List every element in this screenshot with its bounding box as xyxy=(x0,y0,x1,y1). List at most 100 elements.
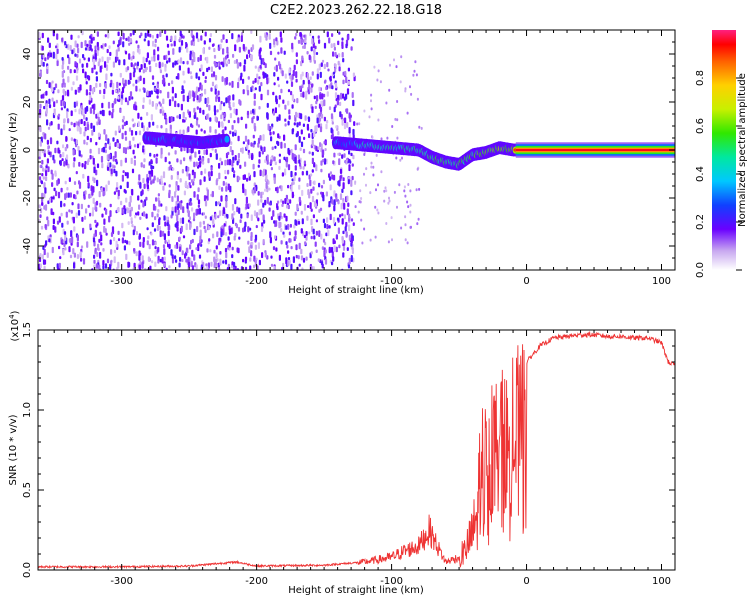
heatmap-cell xyxy=(213,60,216,65)
heatmap-cell xyxy=(196,95,199,101)
heatmap-cell xyxy=(295,32,298,37)
heatmap-cell xyxy=(60,128,63,136)
heatmap-cell xyxy=(347,67,350,72)
heatmap-cell xyxy=(120,200,123,206)
heatmap-cell xyxy=(50,169,53,175)
heatmap-cell xyxy=(375,153,378,157)
heatmap-cell xyxy=(142,201,145,208)
heatmap-cell xyxy=(87,75,91,81)
heatmap-cell xyxy=(302,79,305,85)
heatmap-cell xyxy=(113,191,116,195)
heatmap-cell xyxy=(156,124,159,129)
heatmap-cell xyxy=(301,84,304,89)
heatmap-cell xyxy=(323,223,327,229)
heatmap-cell xyxy=(244,266,248,270)
heatmap-cell xyxy=(288,149,291,156)
heatmap-cell xyxy=(242,78,245,84)
heatmap-cell xyxy=(160,153,163,159)
heatmap-cell xyxy=(123,205,126,210)
heatmap-cell xyxy=(119,108,122,113)
heatmap-cell xyxy=(174,255,177,260)
heatmap-cell xyxy=(38,114,42,119)
heatmap-cell xyxy=(140,162,143,168)
heatmap-cell xyxy=(200,170,203,176)
heatmap-cell xyxy=(144,32,147,39)
heatmap-cell xyxy=(86,124,90,131)
heatmap-cell xyxy=(105,134,108,141)
heatmap-cell xyxy=(224,259,228,265)
heatmap-cell xyxy=(63,161,66,167)
heatmap-cell xyxy=(49,137,53,145)
heatmap-cell xyxy=(157,246,160,253)
heatmap-cell xyxy=(323,99,326,107)
heatmap-cell xyxy=(40,180,43,185)
heatmap-cell xyxy=(53,159,56,164)
heatmap-cell xyxy=(246,110,250,116)
heatmap-cell xyxy=(257,217,260,222)
heatmap-cell xyxy=(86,105,89,112)
heatmap-cell xyxy=(68,177,71,182)
heatmap-cell xyxy=(42,93,45,99)
heatmap-cell xyxy=(210,87,213,92)
heatmap-cell xyxy=(174,191,177,198)
heatmap-cell xyxy=(343,123,347,130)
heatmap-cell xyxy=(387,240,390,244)
heatmap-cell xyxy=(71,236,74,244)
heatmap-cell xyxy=(283,50,286,55)
heatmap-cell xyxy=(293,174,296,182)
heatmap-cell xyxy=(322,218,325,224)
heatmap-cell xyxy=(107,138,110,145)
heatmap-cell xyxy=(67,165,70,169)
heatmap-cell xyxy=(205,263,208,267)
heatmap-cell xyxy=(306,51,309,55)
heatmap-cell xyxy=(233,235,236,241)
heatmap-cell xyxy=(350,190,353,196)
heatmap-cell xyxy=(217,215,220,219)
heatmap-cell xyxy=(310,46,313,52)
heatmap-cell xyxy=(152,269,155,270)
heatmap-cell xyxy=(208,104,211,111)
heatmap-cell xyxy=(76,234,79,242)
heatmap-cell xyxy=(320,100,323,105)
heatmap-cell xyxy=(115,159,118,163)
heatmap-cell xyxy=(252,134,255,139)
heatmap-cell xyxy=(80,105,83,110)
heatmap-cell xyxy=(142,164,146,169)
heatmap-cell xyxy=(103,190,106,196)
heatmap-cell xyxy=(189,198,192,202)
heatmap-cell xyxy=(323,80,327,84)
heatmap-cell xyxy=(99,65,102,73)
heatmap-cell xyxy=(250,235,253,242)
heatmap-cell xyxy=(346,195,349,202)
heatmap-cell xyxy=(324,249,327,254)
heatmap-cell xyxy=(351,163,354,167)
heatmap-cell xyxy=(94,45,97,50)
heatmap-cell xyxy=(51,173,54,180)
heatmap-cell xyxy=(260,226,264,233)
heatmap-cell xyxy=(162,185,165,191)
heatmap-cell xyxy=(282,262,285,268)
heatmap-cell xyxy=(193,107,196,113)
heatmap-cell xyxy=(332,256,335,262)
heatmap-cell xyxy=(164,221,167,227)
heatmap-cell xyxy=(390,216,393,220)
heatmap-cell xyxy=(240,266,244,270)
heatmap-cell xyxy=(151,75,155,80)
heatmap-cell xyxy=(146,127,149,131)
heatmap-cell xyxy=(197,204,200,208)
heatmap-cell xyxy=(96,50,99,56)
heatmap-cell xyxy=(280,47,283,54)
heatmap-cell xyxy=(97,132,101,137)
heatmap-cell xyxy=(302,45,305,49)
heatmap-cell xyxy=(302,91,305,98)
heatmap-cell xyxy=(247,240,250,245)
heatmap-cell xyxy=(56,263,59,269)
heatmap-cell xyxy=(180,147,183,152)
heatmap-cell xyxy=(330,127,333,134)
heatmap-cell xyxy=(77,203,80,210)
heatmap-cell xyxy=(187,67,190,74)
heatmap-cell xyxy=(227,95,230,103)
heatmap-cell xyxy=(312,186,315,191)
heatmap-cell xyxy=(68,57,71,65)
heatmap-cell xyxy=(319,142,322,147)
